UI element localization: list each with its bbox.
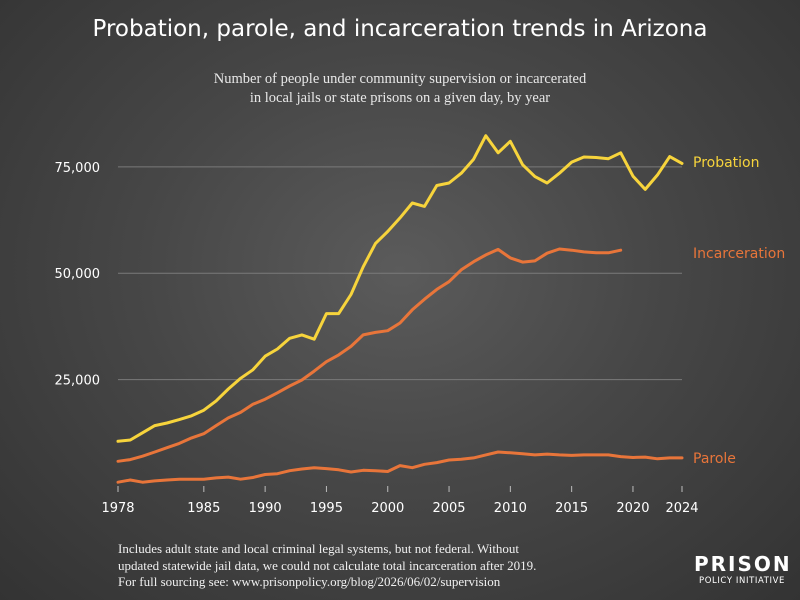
series-label-incarceration: Incarceration <box>693 246 785 262</box>
series-line-probation <box>116 134 684 443</box>
subtitle-line-1: Number of people under community supervi… <box>213 71 587 87</box>
subtitle-line-2: in local jails or state prisons on a giv… <box>249 90 551 106</box>
chart-subtitle: Number of people under community supervi… <box>150 70 650 108</box>
footnote-line-1: Includes adult state and local criminal … <box>118 541 520 556</box>
x-tick-label-2010: 2010 <box>494 501 527 516</box>
prison-policy-initiative-logo: PRISON POLICY INITIATIVE <box>694 553 790 587</box>
y-axis-ticks: 25,000 50,000 75,000 <box>55 161 101 389</box>
logo-top-text: PRISON <box>694 552 792 576</box>
chart-title: Probation, parole, and incarceration tre… <box>92 16 708 42</box>
y-tick-label-75000: 75,000 <box>55 161 101 176</box>
series-line-parole <box>116 450 684 484</box>
series-label-probation: Probation <box>693 155 760 171</box>
y-tick-label-50000: 50,000 <box>55 267 101 282</box>
footnote-line-3: For full sourcing see: www.prisonpolicy.… <box>118 574 501 589</box>
x-tick-label-2024: 2024 <box>665 501 698 516</box>
series-labels: Probation Incarceration Parole <box>693 155 785 467</box>
x-axis-ticks: 1978 1985 1990 1995 2000 2005 2010 2015 2020 2024 <box>101 486 699 516</box>
x-tick-label-2000: 2000 <box>371 501 404 516</box>
footnote: Includes adult state and local criminal … <box>118 541 598 591</box>
footnote-line-2: updated statewide jail data, we could no… <box>118 557 537 573</box>
x-tick-label-2015: 2015 <box>555 501 588 516</box>
x-tick-label-2020: 2020 <box>616 501 649 516</box>
x-tick-label-1990: 1990 <box>249 501 282 516</box>
x-tick-label-1985: 1985 <box>187 501 220 516</box>
logo-bottom-text: POLICY INITIATIVE <box>698 576 786 586</box>
series-line-incarceration <box>116 247 623 463</box>
y-tick-label-25000: 25,000 <box>55 374 101 389</box>
x-tick-label-1978: 1978 <box>101 501 134 516</box>
x-tick-label-2005: 2005 <box>432 501 465 516</box>
series-label-parole: Parole <box>693 451 736 467</box>
x-tick-label-1995: 1995 <box>310 501 343 516</box>
series-lines <box>116 134 684 484</box>
grid-lines <box>118 166 682 381</box>
